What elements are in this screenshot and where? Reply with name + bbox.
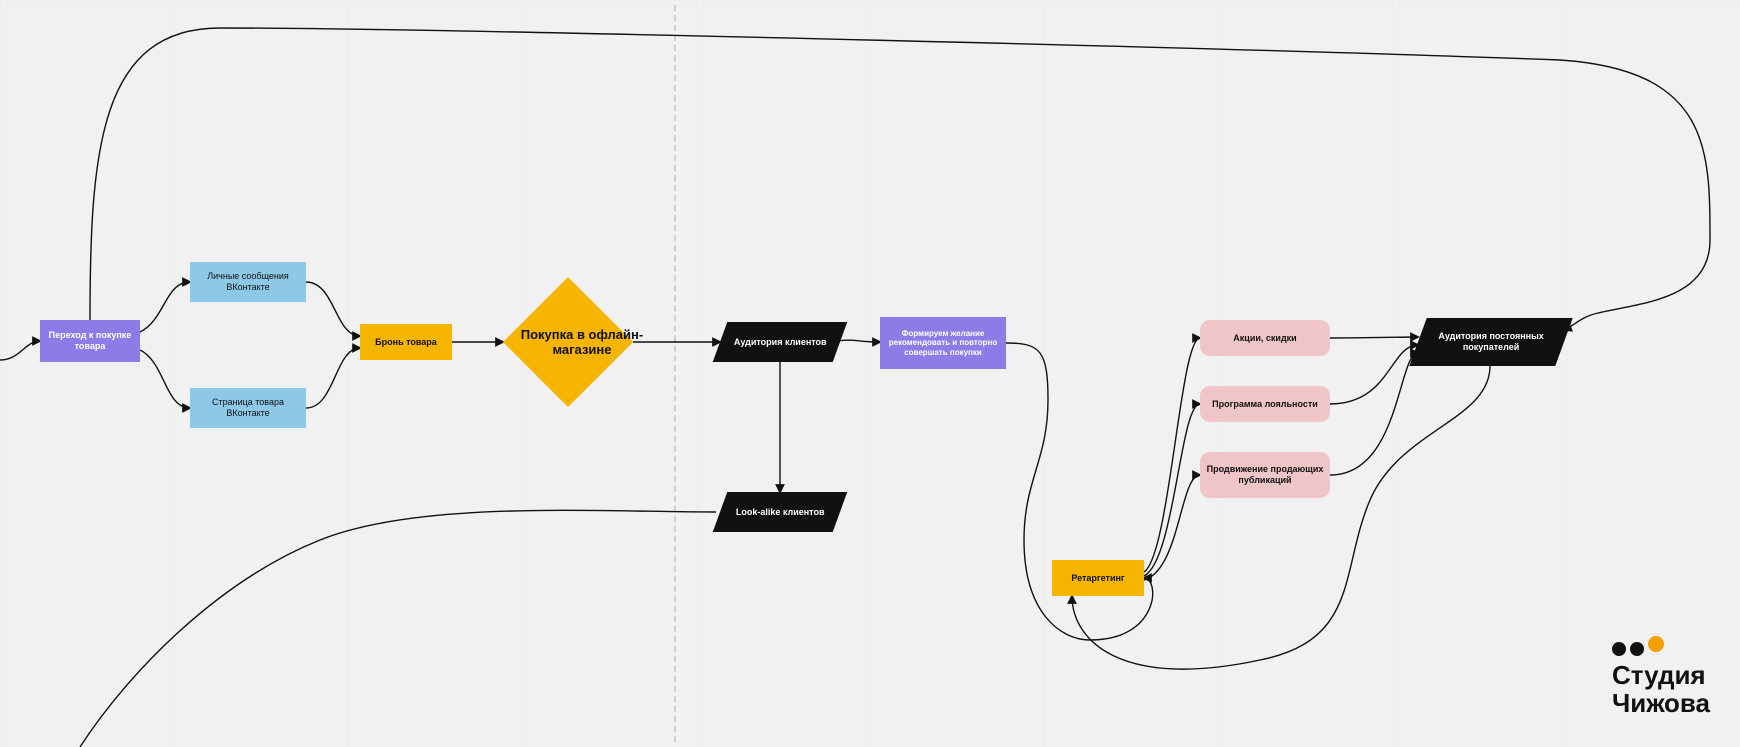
logo-dots bbox=[1612, 640, 1710, 656]
logo-text: Студия Чижова bbox=[1612, 662, 1710, 717]
node-label: Look-alike клиентов bbox=[736, 507, 825, 518]
node-label: Аудитория клиентов bbox=[734, 337, 827, 348]
node-label: Личные сообщения ВКонтакте bbox=[196, 271, 300, 293]
grid-backdrop bbox=[0, 0, 1740, 747]
node-label: Формируем желание рекомендовать и повтор… bbox=[886, 329, 1000, 358]
node-selling-posts: Продвижение продающих публикаций bbox=[1200, 452, 1330, 498]
node-clients-audience: Аудитория клиентов bbox=[713, 322, 848, 362]
flowchart-canvas: Переход к покупке товара Личные сообщени… bbox=[0, 0, 1740, 747]
node-repeat-buyers: Аудитория постоянных покупателей bbox=[1409, 318, 1572, 366]
node-promos: Акции, скидки bbox=[1200, 320, 1330, 356]
node-dm-vk: Личные сообщения ВКонтакте bbox=[190, 262, 306, 302]
node-label: Аудитория постоянных покупателей bbox=[1424, 331, 1558, 353]
node-label: Акции, скидки bbox=[1233, 333, 1296, 344]
node-label: Продвижение продающих публикаций bbox=[1206, 464, 1324, 486]
logo-dot-icon bbox=[1630, 642, 1644, 656]
node-retargeting: Ретаргетинг bbox=[1052, 560, 1144, 596]
node-label: Программа лояльности bbox=[1212, 399, 1318, 410]
node-label: Ретаргетинг bbox=[1071, 573, 1124, 584]
node-label: Бронь товара bbox=[375, 337, 437, 348]
diamond-shape bbox=[503, 277, 633, 407]
logo-dot-icon bbox=[1612, 642, 1626, 656]
node-reserve: Бронь товара bbox=[360, 324, 452, 360]
node-loyalty: Программа лояльности bbox=[1200, 386, 1330, 422]
node-label: Переход к покупке товара bbox=[46, 330, 134, 352]
node-page-vk: Страница товара ВКонтакте bbox=[190, 388, 306, 428]
logo-line1: Студия bbox=[1612, 662, 1710, 689]
brand-logo: Студия Чижова bbox=[1612, 640, 1710, 717]
node-lookalike: Look-alike клиентов bbox=[713, 492, 848, 532]
vertical-divider bbox=[674, 5, 676, 742]
node-offline-buy: Покупка в офлайн-магазине bbox=[503, 277, 634, 408]
logo-line2: Чижова bbox=[1612, 690, 1710, 717]
node-label: Страница товара ВКонтакте bbox=[196, 397, 300, 419]
logo-dot-icon bbox=[1648, 636, 1664, 652]
node-form-desire: Формируем желание рекомендовать и повтор… bbox=[880, 317, 1006, 369]
node-goto-purchase: Переход к покупке товара bbox=[40, 320, 140, 362]
